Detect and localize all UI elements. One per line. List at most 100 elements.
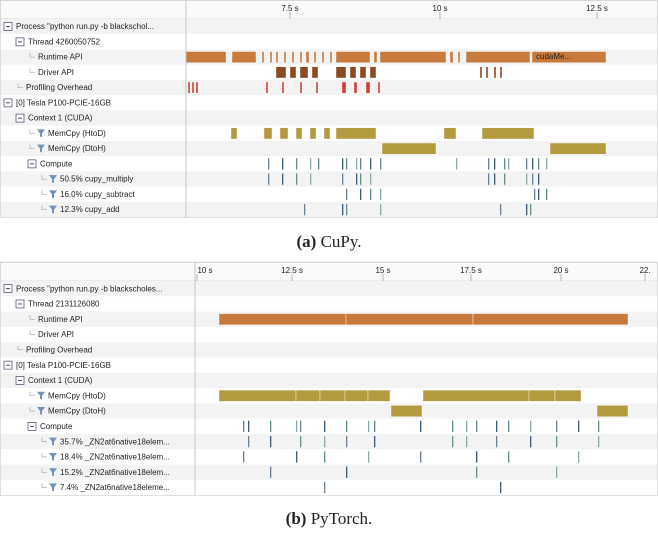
- kernel: [532, 158, 533, 169]
- span: [186, 52, 226, 63]
- row-label: Process "python run.py -b blackscholes..…: [16, 284, 162, 293]
- span: [382, 143, 436, 154]
- kernel: [556, 436, 557, 447]
- row: [0, 373, 658, 388]
- kernel: [380, 189, 381, 200]
- row: [0, 156, 658, 171]
- kernel: [324, 482, 325, 493]
- span: [444, 128, 456, 139]
- span: [310, 128, 316, 139]
- kernel: [310, 158, 311, 169]
- kernel: [296, 421, 297, 432]
- kernel: [346, 204, 347, 215]
- kernel: [282, 174, 283, 185]
- row-label: Driver API: [38, 330, 74, 339]
- kernel: [380, 158, 381, 169]
- panel: 10 s12.5 s15 s17.5 s20 s22.Process "pyth…: [0, 262, 658, 528]
- span: [480, 67, 482, 78]
- tick-label: 12.5 s: [586, 4, 608, 13]
- kernel: [368, 421, 369, 432]
- kernel: [356, 174, 357, 185]
- span: [284, 52, 286, 63]
- row-label: Runtime API: [38, 53, 82, 62]
- row-label: 16.0% cupy_subtract: [60, 190, 135, 199]
- kernel: [598, 421, 599, 432]
- row-label: Thread 2131126080: [28, 300, 100, 309]
- span: [550, 143, 606, 154]
- tick-label: 10 s: [197, 266, 212, 275]
- span: [264, 128, 272, 139]
- caption-text: PyTorch.: [311, 509, 373, 528]
- kernel: [598, 436, 599, 447]
- kernel: [500, 482, 501, 493]
- kernel: [546, 158, 547, 169]
- kernel: [538, 174, 539, 185]
- kernel: [508, 421, 509, 432]
- span: [336, 52, 370, 63]
- kernel: [268, 174, 269, 185]
- row-label: Compute: [40, 422, 73, 431]
- span: [466, 52, 530, 63]
- caption-text: CuPy.: [321, 232, 362, 251]
- span: [219, 314, 346, 325]
- kernel: [368, 451, 369, 462]
- span: [370, 67, 376, 78]
- row-label: 15.2% _ZN2at6native18elem...: [60, 468, 170, 477]
- row: [0, 419, 658, 434]
- kernel: [324, 421, 325, 432]
- span: [290, 67, 296, 78]
- kernel: [342, 204, 343, 215]
- kernel: [530, 421, 531, 432]
- row-label: Compute: [40, 159, 73, 168]
- span: [276, 67, 286, 78]
- kernel: [504, 174, 505, 185]
- span: [354, 82, 357, 93]
- kernel: [296, 158, 297, 169]
- row-label: 12.3% cupy_add: [60, 205, 120, 214]
- span: [324, 128, 330, 139]
- kernel: [360, 174, 361, 185]
- kernel: [538, 158, 539, 169]
- span: [555, 390, 581, 401]
- span: [345, 390, 368, 401]
- span: [360, 67, 366, 78]
- kernel: [452, 421, 453, 432]
- row-label: Runtime API: [38, 315, 82, 324]
- row-label: Context 1 (CUDA): [28, 376, 93, 385]
- span: [300, 82, 302, 93]
- span: [276, 52, 278, 63]
- kernel: [466, 436, 467, 447]
- kernel: [578, 451, 579, 462]
- kernel: [296, 451, 297, 462]
- row-label: Context 1 (CUDA): [28, 114, 93, 123]
- kernel: [488, 158, 489, 169]
- kernel: [500, 204, 501, 215]
- kernel: [494, 158, 495, 169]
- kernel: [346, 158, 347, 169]
- kernel: [526, 158, 527, 169]
- kernel: [243, 451, 244, 462]
- kernel: [466, 421, 467, 432]
- kernel: [556, 467, 557, 478]
- kernel: [476, 467, 477, 478]
- row-label: MemCpy (DtoH): [48, 407, 106, 416]
- row-label: Process "python run.py -b blackschol...: [16, 22, 154, 31]
- caption-label: (b): [286, 509, 307, 528]
- row-label: 7.4% _ZN2at6native18eleme...: [60, 483, 170, 492]
- tick-label: 15 s: [375, 266, 390, 275]
- kernel: [360, 158, 361, 169]
- kernel: [360, 189, 361, 200]
- span: [196, 82, 198, 93]
- caption: (b) PyTorch.: [286, 509, 373, 528]
- row-label: 35.7% _ZN2at6native18elem...: [60, 437, 170, 446]
- span: [300, 67, 308, 78]
- span: [292, 52, 294, 63]
- kernel: [346, 421, 347, 432]
- caption: (a) CuPy.: [296, 232, 361, 251]
- kernel: [304, 204, 305, 215]
- row-label: 18.4% _ZN2at6native18elem...: [60, 453, 170, 462]
- span: [219, 390, 296, 401]
- kernel: [456, 158, 457, 169]
- span: [296, 128, 302, 139]
